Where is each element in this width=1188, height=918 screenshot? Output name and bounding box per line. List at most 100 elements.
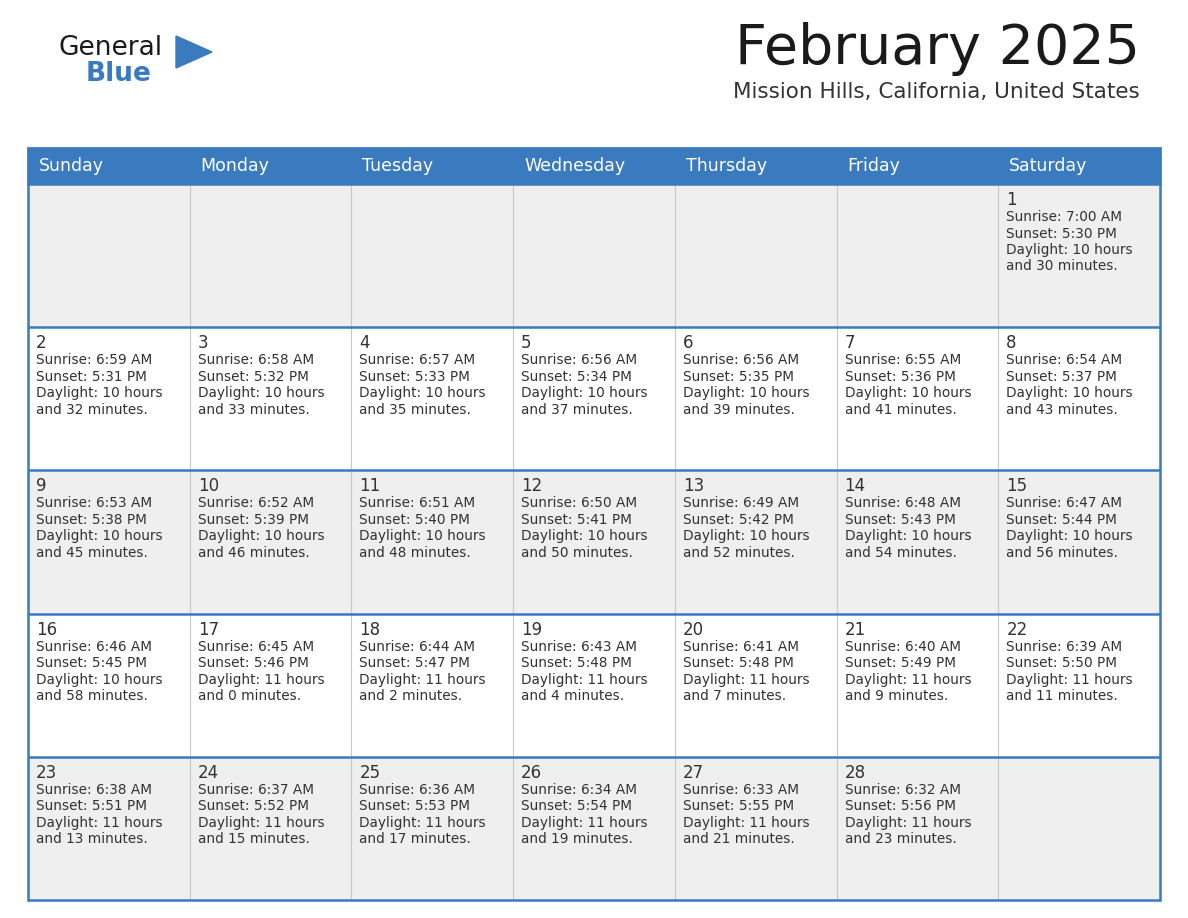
Text: Sunrise: 6:52 AM: Sunrise: 6:52 AM (197, 497, 314, 510)
Text: Sunset: 5:48 PM: Sunset: 5:48 PM (683, 656, 794, 670)
Text: and 56 minutes.: and 56 minutes. (1006, 546, 1118, 560)
Bar (29, 148, 1159, 184)
Text: and 50 minutes.: and 50 minutes. (522, 546, 633, 560)
Text: and 45 minutes.: and 45 minutes. (36, 546, 147, 560)
Text: Sunset: 5:44 PM: Sunset: 5:44 PM (1006, 513, 1117, 527)
Text: Sunrise: 6:32 AM: Sunrise: 6:32 AM (845, 783, 961, 797)
Text: 14: 14 (845, 477, 866, 496)
Text: Daylight: 10 hours: Daylight: 10 hours (683, 386, 809, 400)
Text: Sunrise: 6:43 AM: Sunrise: 6:43 AM (522, 640, 637, 654)
Text: Sunset: 5:52 PM: Sunset: 5:52 PM (197, 800, 309, 813)
Text: Sunrise: 6:54 AM: Sunrise: 6:54 AM (1006, 353, 1123, 367)
Text: 15: 15 (1006, 477, 1028, 496)
Text: Sunrise: 6:49 AM: Sunrise: 6:49 AM (683, 497, 800, 510)
Text: Sunset: 5:38 PM: Sunset: 5:38 PM (36, 513, 147, 527)
Text: 7: 7 (845, 334, 855, 353)
Text: Sunday: Sunday (39, 157, 105, 175)
Text: 22: 22 (1006, 621, 1028, 639)
Text: Sunrise: 6:46 AM: Sunrise: 6:46 AM (36, 640, 152, 654)
Text: Daylight: 11 hours: Daylight: 11 hours (522, 673, 647, 687)
Text: Sunrise: 6:48 AM: Sunrise: 6:48 AM (845, 497, 961, 510)
Text: 19: 19 (522, 621, 542, 639)
Text: and 19 minutes.: and 19 minutes. (522, 833, 633, 846)
Text: and 33 minutes.: and 33 minutes. (197, 403, 309, 417)
Text: Sunset: 5:39 PM: Sunset: 5:39 PM (197, 513, 309, 527)
Bar (675, 148, 836, 184)
Text: Daylight: 10 hours: Daylight: 10 hours (197, 530, 324, 543)
Text: February 2025: February 2025 (735, 22, 1140, 76)
Text: Daylight: 10 hours: Daylight: 10 hours (845, 386, 972, 400)
Bar (29, 327, 1159, 470)
Bar (190, 148, 352, 184)
Text: Sunset: 5:41 PM: Sunset: 5:41 PM (522, 513, 632, 527)
Text: and 7 minutes.: and 7 minutes. (683, 689, 786, 703)
Text: and 43 minutes.: and 43 minutes. (1006, 403, 1118, 417)
Text: Sunrise: 6:45 AM: Sunrise: 6:45 AM (197, 640, 314, 654)
Bar (29, 756, 1159, 900)
Text: and 9 minutes.: and 9 minutes. (845, 689, 948, 703)
Text: Daylight: 10 hours: Daylight: 10 hours (36, 530, 163, 543)
Text: and 41 minutes.: and 41 minutes. (845, 403, 956, 417)
Text: 17: 17 (197, 621, 219, 639)
Text: Sunset: 5:34 PM: Sunset: 5:34 PM (522, 370, 632, 384)
Text: 9: 9 (36, 477, 46, 496)
Text: and 52 minutes.: and 52 minutes. (683, 546, 795, 560)
Text: 25: 25 (360, 764, 380, 782)
Bar (836, 148, 998, 184)
Text: Sunset: 5:46 PM: Sunset: 5:46 PM (197, 656, 309, 670)
Text: Daylight: 10 hours: Daylight: 10 hours (845, 530, 972, 543)
Text: Sunrise: 6:55 AM: Sunrise: 6:55 AM (845, 353, 961, 367)
Text: Mission Hills, California, United States: Mission Hills, California, United States (733, 82, 1140, 102)
Text: 24: 24 (197, 764, 219, 782)
Text: Sunrise: 6:34 AM: Sunrise: 6:34 AM (522, 783, 637, 797)
Text: Sunset: 5:32 PM: Sunset: 5:32 PM (197, 370, 309, 384)
Text: Daylight: 10 hours: Daylight: 10 hours (1006, 243, 1133, 257)
Text: Daylight: 11 hours: Daylight: 11 hours (683, 816, 809, 830)
Text: Daylight: 10 hours: Daylight: 10 hours (1006, 530, 1133, 543)
Bar (29, 184, 1159, 327)
Text: Tuesday: Tuesday (362, 157, 434, 175)
Text: Daylight: 11 hours: Daylight: 11 hours (683, 673, 809, 687)
Text: Daylight: 11 hours: Daylight: 11 hours (360, 673, 486, 687)
Text: Sunset: 5:36 PM: Sunset: 5:36 PM (845, 370, 955, 384)
Text: Daylight: 10 hours: Daylight: 10 hours (1006, 386, 1133, 400)
Text: Daylight: 11 hours: Daylight: 11 hours (1006, 673, 1133, 687)
Text: and 4 minutes.: and 4 minutes. (522, 689, 624, 703)
Text: 26: 26 (522, 764, 542, 782)
Text: Sunset: 5:53 PM: Sunset: 5:53 PM (360, 800, 470, 813)
Text: Blue: Blue (86, 61, 152, 87)
Text: and 32 minutes.: and 32 minutes. (36, 403, 147, 417)
Text: 28: 28 (845, 764, 866, 782)
Text: Sunset: 5:50 PM: Sunset: 5:50 PM (1006, 656, 1117, 670)
Text: Sunrise: 6:33 AM: Sunrise: 6:33 AM (683, 783, 798, 797)
Text: Sunset: 5:37 PM: Sunset: 5:37 PM (1006, 370, 1117, 384)
Text: Sunset: 5:51 PM: Sunset: 5:51 PM (36, 800, 147, 813)
Text: Daylight: 10 hours: Daylight: 10 hours (683, 530, 809, 543)
Bar (29, 470, 1159, 613)
Text: and 11 minutes.: and 11 minutes. (1006, 689, 1118, 703)
Text: Sunset: 5:47 PM: Sunset: 5:47 PM (360, 656, 470, 670)
Text: 11: 11 (360, 477, 380, 496)
Text: 1: 1 (1006, 191, 1017, 209)
Text: Monday: Monday (201, 157, 270, 175)
Text: Daylight: 11 hours: Daylight: 11 hours (360, 816, 486, 830)
Text: and 0 minutes.: and 0 minutes. (197, 689, 301, 703)
Text: Sunrise: 6:41 AM: Sunrise: 6:41 AM (683, 640, 798, 654)
Text: 8: 8 (1006, 334, 1017, 353)
Text: General: General (58, 35, 162, 61)
Text: Sunrise: 6:56 AM: Sunrise: 6:56 AM (683, 353, 800, 367)
Text: 21: 21 (845, 621, 866, 639)
Text: 23: 23 (36, 764, 57, 782)
Text: Daylight: 10 hours: Daylight: 10 hours (522, 386, 647, 400)
Bar (998, 148, 1159, 184)
Text: 12: 12 (522, 477, 543, 496)
Text: Daylight: 10 hours: Daylight: 10 hours (360, 386, 486, 400)
Text: Daylight: 10 hours: Daylight: 10 hours (36, 673, 163, 687)
Text: 16: 16 (36, 621, 57, 639)
Bar (513, 148, 675, 184)
Text: Sunrise: 6:56 AM: Sunrise: 6:56 AM (522, 353, 637, 367)
Bar (29, 148, 190, 184)
Text: Daylight: 11 hours: Daylight: 11 hours (197, 816, 324, 830)
Text: Sunrise: 7:00 AM: Sunrise: 7:00 AM (1006, 210, 1123, 224)
Text: 13: 13 (683, 477, 704, 496)
